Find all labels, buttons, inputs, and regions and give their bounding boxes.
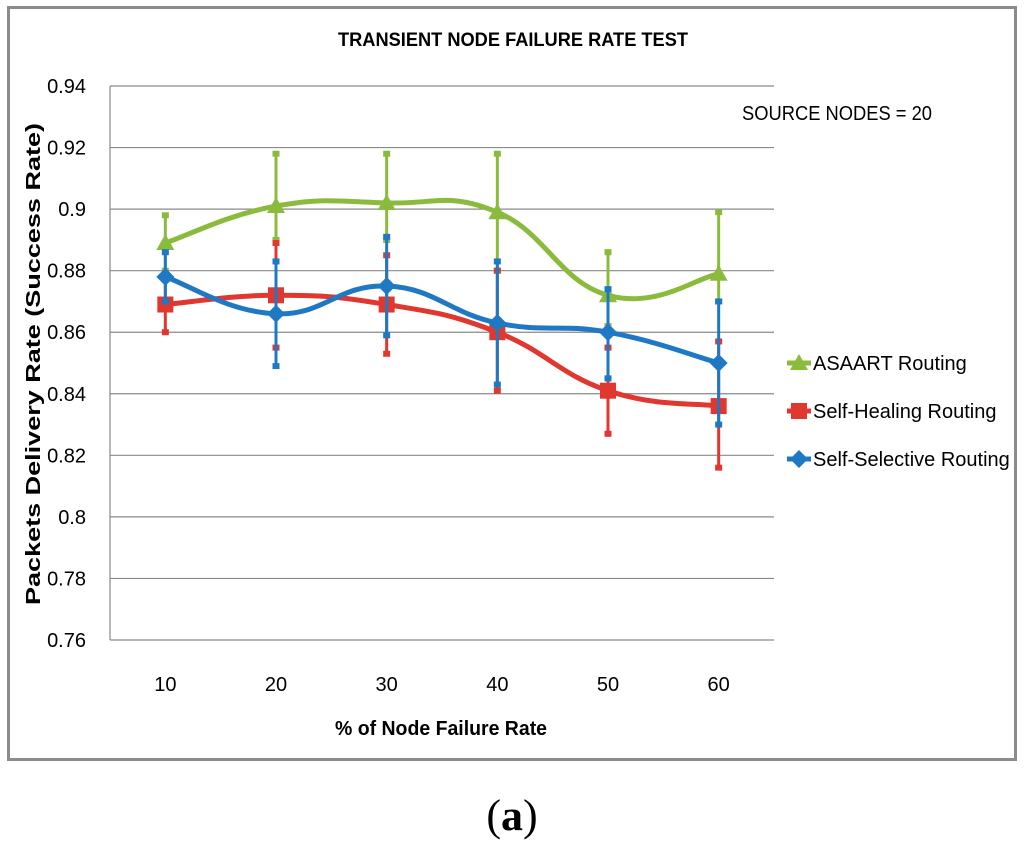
error-cap-high xyxy=(161,249,169,256)
y-tick-label: 0.82 xyxy=(47,445,86,467)
x-axis-label: % of Node Failure Rate xyxy=(335,718,547,740)
x-tick-label: 50 xyxy=(597,674,619,696)
y-tick-label: 0.92 xyxy=(47,138,86,160)
data-point xyxy=(709,264,728,281)
data-point xyxy=(709,354,728,372)
series-line xyxy=(162,292,722,409)
x-tick-label: 40 xyxy=(486,674,508,696)
grid-layer xyxy=(110,85,774,580)
legend-item: Self-Healing Routing xyxy=(787,401,996,423)
error-cap-high xyxy=(272,258,280,265)
y-tick-label: 0.78 xyxy=(47,568,86,590)
error-cap-high xyxy=(604,286,612,293)
error-cap-low xyxy=(161,329,169,336)
figure-caption: (a) xyxy=(0,790,1024,841)
chart-title: TRANSIENT NODE FAILURE RATE TEST xyxy=(338,30,688,51)
data-point xyxy=(488,313,507,332)
y-tick-label: 0.88 xyxy=(47,261,86,283)
legend: ASAART Routing Self-Healing Routing Self-S… xyxy=(787,353,1010,471)
y-tick-label: 0.86 xyxy=(47,322,86,344)
y-tick-label: 0.8 xyxy=(58,507,86,529)
legend-label: Self-Selective Routing xyxy=(813,449,1010,471)
legend-label: Self-Healing Routing xyxy=(813,401,996,423)
error-cap-low xyxy=(493,387,501,394)
error-cap-low xyxy=(383,350,391,357)
series-layer xyxy=(156,150,728,471)
data-point xyxy=(267,197,285,214)
error-cap-high xyxy=(383,150,391,157)
axis-layer: 0.76 0.78 0.8 0.82 0.84 0.86 0.88 0.9 0.92 0.94 10… xyxy=(47,76,774,696)
y-tick-label: 0.9 xyxy=(58,199,86,221)
error-cap-low xyxy=(715,464,723,471)
y-tick-label: 0.76 xyxy=(47,630,86,652)
error-cap-low xyxy=(161,298,169,305)
error-cap-high xyxy=(493,258,501,265)
y-tick-label: 0.94 xyxy=(47,76,86,98)
error-cap-high xyxy=(604,249,612,256)
chart-frame xyxy=(7,6,1017,761)
series-line xyxy=(162,274,722,366)
error-cap-low xyxy=(272,236,280,243)
source-nodes-annotation: SOURCE NODES = 20 xyxy=(742,103,932,125)
y-tick-label: 0.84 xyxy=(47,384,86,406)
error-cap-high xyxy=(383,233,391,240)
error-cap-low xyxy=(383,332,391,339)
error-cap-low xyxy=(604,430,612,437)
series-self-selective-routing xyxy=(156,233,728,428)
caption-label: a xyxy=(501,791,523,840)
x-tick-label: 30 xyxy=(376,674,398,696)
caption-open-paren: ( xyxy=(486,791,501,840)
data-point xyxy=(377,277,396,296)
series-self-healing-routing xyxy=(157,239,727,471)
y-axis-label: Packets Delivery Rate (Success Rate) xyxy=(23,123,45,605)
data-point xyxy=(600,382,616,399)
data-point xyxy=(157,296,174,313)
data-point xyxy=(156,233,175,250)
caption-close-paren: ) xyxy=(523,791,538,840)
legend-label: ASAART Routing xyxy=(813,353,967,375)
legend-swatch-marker xyxy=(790,354,808,370)
data-point xyxy=(156,267,175,286)
x-tick-label: 20 xyxy=(265,674,287,696)
legend-swatch-marker xyxy=(790,450,808,468)
error-cap-high xyxy=(715,209,723,216)
error-cap-high xyxy=(161,212,169,219)
error-cap-low xyxy=(715,421,723,428)
data-point xyxy=(377,193,396,210)
error-cap-low xyxy=(493,381,501,388)
x-tick-label: 10 xyxy=(154,674,176,696)
chart-svg: 0.76 0.78 0.8 0.82 0.84 0.86 0.88 0.9 0.92 0.94 10… xyxy=(23,30,1010,740)
legend-swatch-marker xyxy=(791,403,807,419)
legend-item: Self-Selective Routing xyxy=(787,449,1010,471)
legend-item: ASAART Routing xyxy=(787,353,967,375)
error-cap-high xyxy=(715,298,723,305)
data-point xyxy=(599,323,617,342)
error-cap-high xyxy=(493,150,501,157)
error-cap-low xyxy=(604,375,612,382)
error-cap-high xyxy=(272,239,280,246)
series-line xyxy=(162,197,722,302)
data-point xyxy=(488,203,507,220)
error-cap-high xyxy=(272,150,280,157)
error-cap-low xyxy=(272,363,280,370)
x-tick-label: 60 xyxy=(708,674,730,696)
data-point xyxy=(267,304,285,323)
